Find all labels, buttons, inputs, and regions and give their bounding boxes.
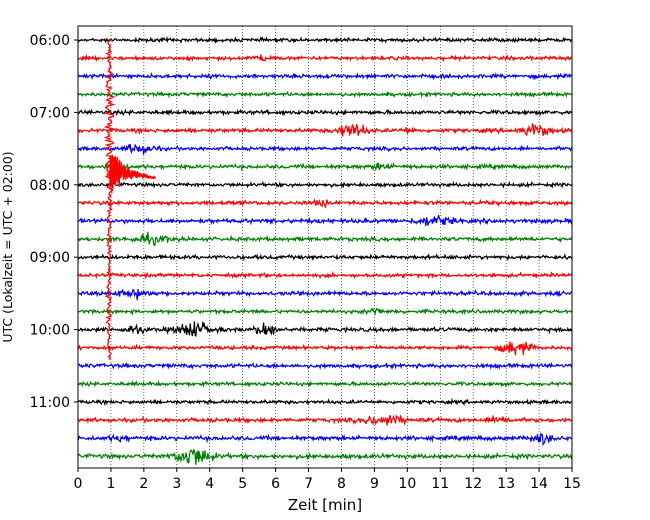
y-tick-label-4: 10:00 — [30, 323, 70, 339]
x-tick-label-4: 4 — [205, 476, 214, 492]
x-tick-label-10: 10 — [398, 476, 416, 492]
y-tick-label-5: 11:00 — [30, 395, 70, 411]
x-tick-label-13: 13 — [497, 476, 515, 492]
y-tick-label-0: 06:00 — [30, 33, 70, 49]
trace-1030 — [77, 361, 572, 371]
trace-1145 — [77, 448, 573, 465]
x-axis-label: Zeit [min] — [288, 496, 362, 514]
trace-0800 — [77, 180, 573, 189]
x-tick-label-14: 14 — [530, 476, 548, 492]
major-event-layer — [103, 39, 156, 360]
trace-0845 — [77, 231, 573, 247]
y-tick-label-3: 09:00 — [30, 250, 70, 266]
trace-0600 — [77, 35, 573, 45]
x-tick-label-0: 0 — [74, 476, 83, 492]
y-axis-label: UTC (Lokalzeit = UTC + 02:00) — [0, 151, 15, 342]
x-tick-label-8: 8 — [337, 476, 346, 492]
quake-coda — [108, 154, 156, 194]
trace-0630 — [77, 71, 573, 81]
trace-0715 — [77, 123, 573, 137]
y-tick-label-1: 07:00 — [30, 105, 70, 121]
plot-frame — [77, 25, 573, 469]
x-tick-label-9: 9 — [370, 476, 379, 492]
trace-1100 — [77, 397, 573, 407]
x-tick-label-6: 6 — [271, 476, 280, 492]
trace-0645 — [77, 90, 573, 99]
trace-0615 — [77, 53, 572, 63]
trace-0945 — [77, 307, 573, 317]
trace-0730 — [77, 143, 573, 155]
trace-0900 — [77, 253, 573, 262]
trace-0815 — [78, 197, 573, 209]
x-axis-ticks: 0 1 2 3 4 5 6 7 8 9 10 11 12 13 14 15 — [74, 468, 581, 492]
quake-main-arrival — [103, 39, 118, 360]
trace-1115 — [77, 414, 573, 427]
x-tick-label-11: 11 — [431, 476, 449, 492]
x-tick-label-12: 12 — [464, 476, 482, 492]
x-tick-label-3: 3 — [172, 476, 181, 492]
trace-0700 — [77, 108, 573, 117]
x-tick-label-5: 5 — [238, 476, 247, 492]
trace-1130 — [77, 431, 573, 447]
seismic-traces — [77, 35, 573, 465]
x-tick-label-1: 1 — [106, 476, 115, 492]
x-tick-label-2: 2 — [139, 476, 148, 492]
trace-0915 — [78, 270, 573, 280]
trace-0745 — [77, 161, 573, 172]
x-tick-label-15: 15 — [563, 476, 581, 492]
trace-1045 — [78, 379, 573, 388]
x-tick-label-7: 7 — [304, 476, 313, 492]
y-axis-ticks: 06:00 07:00 08:00 09:00 10:00 11:00 — [30, 33, 78, 411]
trace-1015 — [77, 341, 573, 356]
y-tick-label-2: 08:00 — [30, 178, 70, 194]
trace-0830 — [77, 215, 573, 226]
trace-1000 — [77, 321, 573, 338]
trace-0930 — [77, 288, 573, 301]
